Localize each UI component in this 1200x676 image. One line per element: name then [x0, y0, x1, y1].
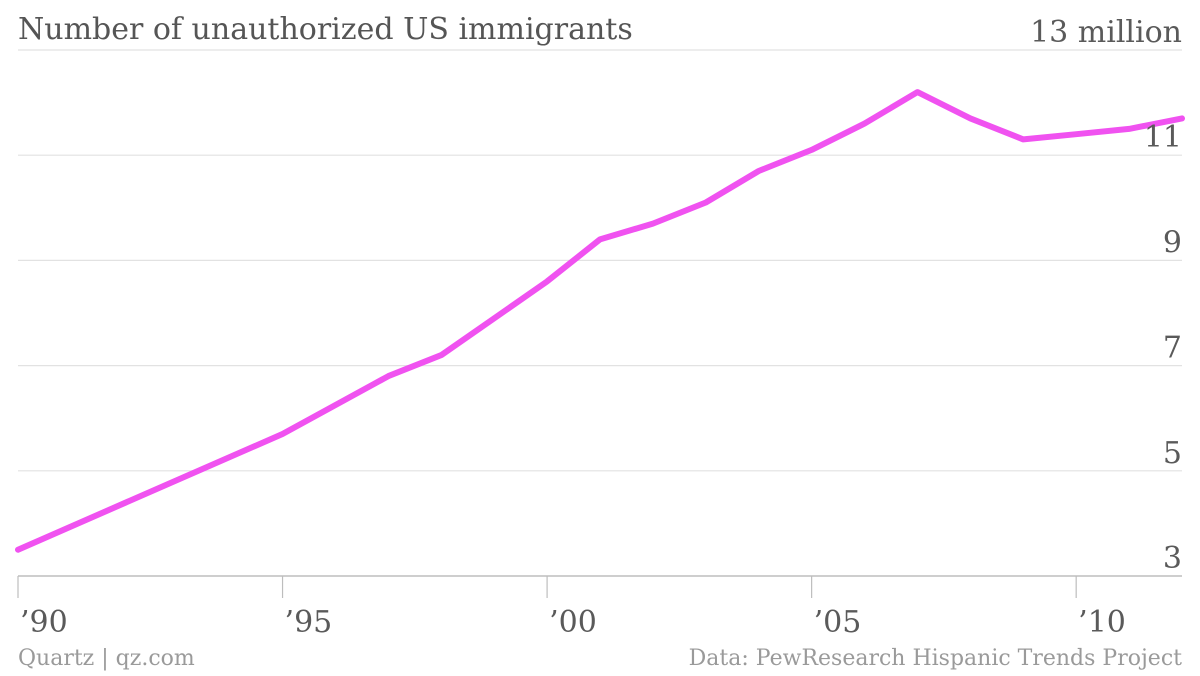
data-point [597, 236, 603, 242]
data-point [15, 547, 21, 553]
gridlines [18, 49, 1182, 577]
y-tick-label: 9 [1163, 225, 1182, 260]
data-point [809, 147, 815, 153]
data-point [756, 168, 762, 174]
data-point [438, 352, 444, 358]
x-tick-label: ’10 [1078, 605, 1126, 640]
data-point [703, 200, 709, 206]
y-tick-label: 5 [1163, 436, 1182, 471]
footer-credit: Quartz | qz.com [18, 646, 195, 671]
data-point [967, 115, 973, 121]
x-tick-label: ’05 [814, 605, 862, 640]
x-tick-label: ’95 [285, 605, 333, 640]
data-point [491, 315, 497, 321]
data-point [1073, 131, 1079, 137]
x-tick-label: ’90 [20, 605, 68, 640]
y-tick-label: 7 [1163, 331, 1182, 366]
y-tick-label: 3 [1163, 541, 1182, 576]
x-axis-labels: ’90 ’95 ’00 ’05 ’10 [20, 605, 1126, 640]
data-point [1020, 136, 1026, 142]
data-point [862, 121, 868, 127]
x-tick-label: ’00 [549, 605, 597, 640]
y-tick-label: 13 million [1030, 15, 1182, 50]
chart-title: Number of unauthorized US immigrants [18, 12, 633, 47]
data-point [385, 373, 391, 379]
y-axis-labels: 3 5 7 9 11 13 million [1030, 15, 1182, 576]
footer-source: Data: PewResearch Hispanic Trends Projec… [688, 646, 1182, 671]
data-point [544, 278, 550, 284]
series-line [15, 89, 1185, 553]
data-point [280, 431, 286, 437]
series-layer [15, 89, 1185, 553]
data-point [1126, 126, 1132, 132]
data-point [650, 221, 656, 227]
x-axis [17, 576, 1077, 598]
data-point [914, 89, 920, 95]
y-tick-label: 11 [1144, 120, 1182, 155]
